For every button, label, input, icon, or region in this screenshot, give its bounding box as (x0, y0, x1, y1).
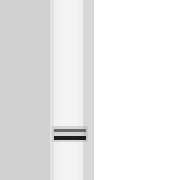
FancyBboxPatch shape (94, 0, 180, 180)
Text: —35kd: —35kd (95, 53, 130, 64)
Text: —55kd: —55kd (95, 100, 130, 110)
FancyBboxPatch shape (54, 0, 83, 180)
Text: —40kd: —40kd (95, 73, 130, 83)
Text: —70kd: —70kd (95, 127, 130, 137)
FancyBboxPatch shape (54, 129, 86, 132)
Text: —100kd: —100kd (95, 160, 136, 170)
Text: —25kd: —25kd (95, 19, 130, 29)
FancyBboxPatch shape (0, 0, 94, 180)
FancyBboxPatch shape (60, 0, 77, 180)
FancyBboxPatch shape (0, 0, 50, 180)
FancyBboxPatch shape (52, 126, 88, 142)
FancyBboxPatch shape (83, 0, 94, 180)
FancyBboxPatch shape (54, 136, 86, 140)
